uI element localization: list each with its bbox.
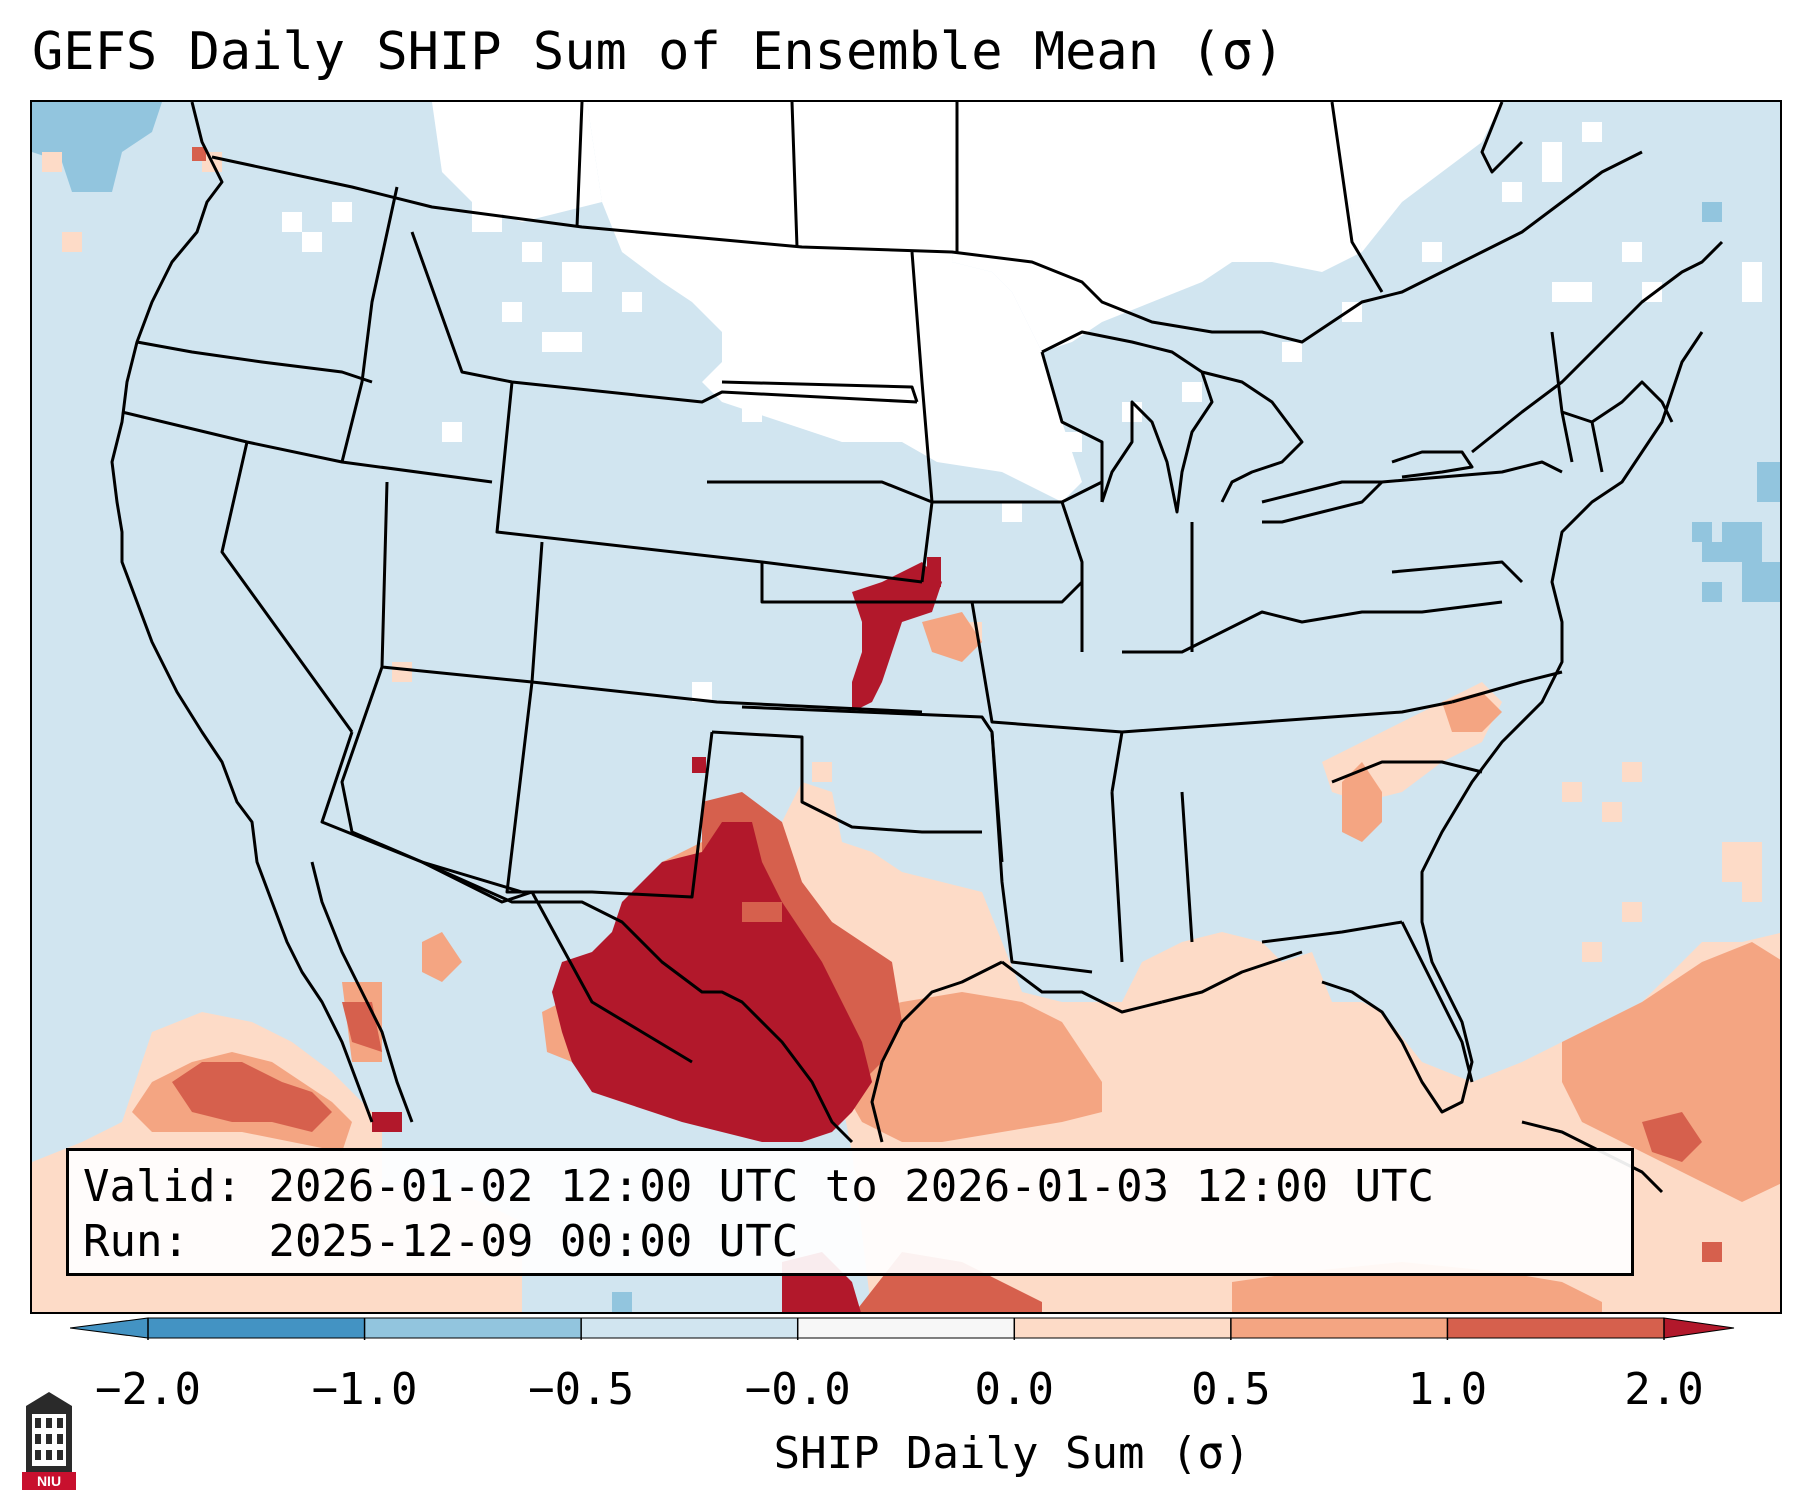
colorbar-segment: [364, 1318, 582, 1338]
pa-md: [1391, 560, 1524, 584]
hudson-bay-area: [1480, 102, 1524, 174]
ia-mo: [942, 580, 1084, 604]
wy-co: [495, 381, 923, 584]
ar-la: [990, 731, 1093, 974]
map-canvas: [32, 102, 1780, 1312]
field-light-blue: [32, 102, 1780, 1312]
wa-or: [136, 340, 373, 384]
or-ca-nv: [121, 410, 493, 484]
tn-ky: [1121, 700, 1453, 734]
map-frame: [30, 100, 1782, 1314]
ky-oh: [1122, 600, 1503, 654]
wi-mi: [1040, 351, 1104, 502]
valid-label: Valid:: [83, 1161, 242, 1212]
id-mt: [340, 186, 399, 463]
run-label: Run:: [83, 1216, 189, 1267]
colorbar-segment: [148, 1318, 365, 1338]
ne-states: [1550, 331, 1674, 473]
colorbar-tick-label: −1.0: [311, 1364, 418, 1415]
ne-sd: [707, 480, 934, 583]
colorbar-tick-label: 2.0: [1624, 1364, 1704, 1415]
baja: [310, 861, 414, 1123]
run-value: 2025-12-09 00:00 UTC: [268, 1216, 799, 1267]
colorbar-segment: [581, 1318, 798, 1338]
colorbar-extend-high: [1663, 1317, 1735, 1339]
colorbar-segment: [797, 1318, 1015, 1338]
colorbar-tick-label: −2.0: [95, 1364, 201, 1415]
us-mexico-border: [421, 860, 854, 1144]
valid-value: 2026-01-02 12:00 UTC to 2026-01-03 12:00…: [268, 1161, 1435, 1212]
pa-ny: [1381, 460, 1563, 484]
great-lakes: [1041, 330, 1214, 514]
nm-tx: [505, 681, 714, 899]
mo-ar: [970, 601, 1124, 793]
lake-ontario: [1391, 450, 1474, 479]
ga-fl: [1261, 920, 1403, 944]
coastline-west: [110, 102, 374, 1123]
colorbar-tick-label: 1.0: [1407, 1364, 1488, 1415]
run-row: Run: 2025-12-09 00:00 UTC: [83, 1214, 1631, 1269]
ut: [380, 481, 544, 684]
colorbar-tick-label: −0.5: [528, 1364, 635, 1415]
colorbar-segment: [1014, 1318, 1231, 1338]
mexico-interior: [530, 891, 693, 1064]
mt-wy-sd: [410, 231, 918, 404]
colorbar-tick-label: −0.0: [744, 1364, 851, 1415]
east-coast: [1321, 331, 1704, 1114]
lake-huron: [1201, 370, 1304, 503]
florida-peninsula: [1400, 921, 1474, 1083]
colorbar-tick-label: 0.5: [1191, 1364, 1271, 1415]
co-nm: [531, 680, 923, 714]
mn: [910, 251, 1103, 504]
canada-provinces: [575, 102, 1384, 293]
gulf-coast-east: [1161, 950, 1303, 1004]
lake-erie: [1261, 480, 1384, 524]
colorbar-segment: [1447, 1318, 1664, 1338]
va-nc: [1451, 670, 1563, 704]
il-in: [1060, 501, 1194, 652]
sc-nc: [1331, 760, 1483, 784]
field-neutral: [282, 102, 1762, 702]
valid-row: Valid: 2026-01-02 12:00 UTC to 2026-01-0…: [83, 1159, 1631, 1214]
border-canada: [211, 150, 1643, 344]
tx-ok: [711, 730, 982, 834]
field-dark-red: [372, 557, 942, 1312]
colorbar: [70, 1317, 1735, 1340]
la-coast: [1001, 960, 1163, 1014]
logo-text: NIU: [37, 1473, 61, 1489]
colorbar-tick-label: 0.0: [974, 1364, 1055, 1415]
colorbar-extend-low: [70, 1317, 149, 1339]
page-title: GEFS Daily SHIP Sum of Ensemble Mean (σ): [32, 22, 1285, 82]
ms-al: [1110, 791, 1194, 963]
gulf-coast-tx: [870, 960, 1003, 1143]
colorbar-segment: [1230, 1318, 1448, 1338]
university-building-icon: NIU: [22, 1392, 76, 1490]
nv-ca: [220, 441, 354, 733]
info-box: Valid: 2026-01-02 12:00 UTC to 2026-01-0…: [66, 1148, 1634, 1276]
st-lawrence: [1471, 240, 1724, 454]
sd-nd: [721, 380, 919, 403]
colorbar-label: SHIP Daily Sum (σ): [773, 1428, 1251, 1479]
